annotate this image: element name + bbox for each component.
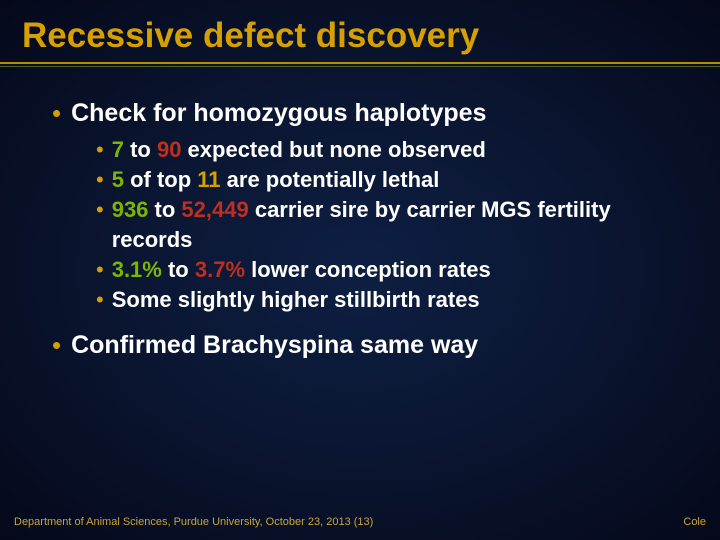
bullet-dot-icon: • (96, 285, 104, 315)
text-frag: are potentially lethal (221, 167, 440, 192)
bullet-dot-icon: • (52, 97, 61, 129)
bullet-level2: • 936 to 52,449 carrier sire by carrier … (96, 195, 668, 255)
bullet-level2: • 7 to 90 expected but none observed (96, 135, 668, 165)
sublist: • 7 to 90 expected but none observed • 5… (52, 135, 668, 315)
bullet-level1: • Confirmed Brachyspina same way (52, 329, 668, 361)
highlight-number: 936 (112, 197, 149, 222)
footer-left: Department of Animal Sciences, Purdue Un… (14, 516, 373, 528)
text-frag: expected but none observed (181, 137, 485, 162)
highlight-number: 90 (157, 137, 181, 162)
highlight-number: 5 (112, 167, 124, 192)
bullet-text: 3.1% to 3.7% lower conception rates (112, 255, 491, 285)
bullet-dot-icon: • (96, 255, 104, 285)
bullet-text: Some slightly higher stillbirth rates (112, 285, 480, 315)
bullet-dot-icon: • (96, 195, 104, 225)
bullet-level1: • Check for homozygous haplotypes (52, 97, 668, 129)
highlight-number: 7 (112, 137, 124, 162)
bullet-text: 5 of top 11 are potentially lethal (112, 165, 440, 195)
text-frag: to (124, 137, 157, 162)
highlight-number: 52,449 (181, 197, 248, 222)
slide-content: • Check for homozygous haplotypes • 7 to… (0, 67, 720, 361)
bullet-level2: • Some slightly higher stillbirth rates (96, 285, 668, 315)
bullet-text: Check for homozygous haplotypes (71, 97, 486, 129)
footer-right: Cole (683, 516, 706, 528)
bullet-text: 7 to 90 expected but none observed (112, 135, 486, 165)
bullet-dot-icon: • (96, 135, 104, 165)
bullet-level2: • 5 of top 11 are potentially lethal (96, 165, 668, 195)
bullet-dot-icon: • (52, 329, 61, 361)
text-frag: lower conception rates (245, 257, 491, 282)
highlight-number: 11 (197, 167, 220, 192)
bullet-text: 936 to 52,449 carrier sire by carrier MG… (112, 195, 668, 255)
highlight-number: 3.1% (112, 257, 162, 282)
bullet-level2: • 3.1% to 3.7% lower conception rates (96, 255, 668, 285)
slide-title: Recessive defect discovery (0, 0, 720, 62)
highlight-number: 3.7% (195, 257, 245, 282)
text-frag: to (148, 197, 181, 222)
text-frag: of top (124, 167, 197, 192)
slide-footer: Department of Animal Sciences, Purdue Un… (0, 516, 720, 528)
bullet-text: Confirmed Brachyspina same way (71, 329, 478, 361)
text-frag: to (162, 257, 195, 282)
bullet-dot-icon: • (96, 165, 104, 195)
title-rule-outer (0, 62, 720, 64)
